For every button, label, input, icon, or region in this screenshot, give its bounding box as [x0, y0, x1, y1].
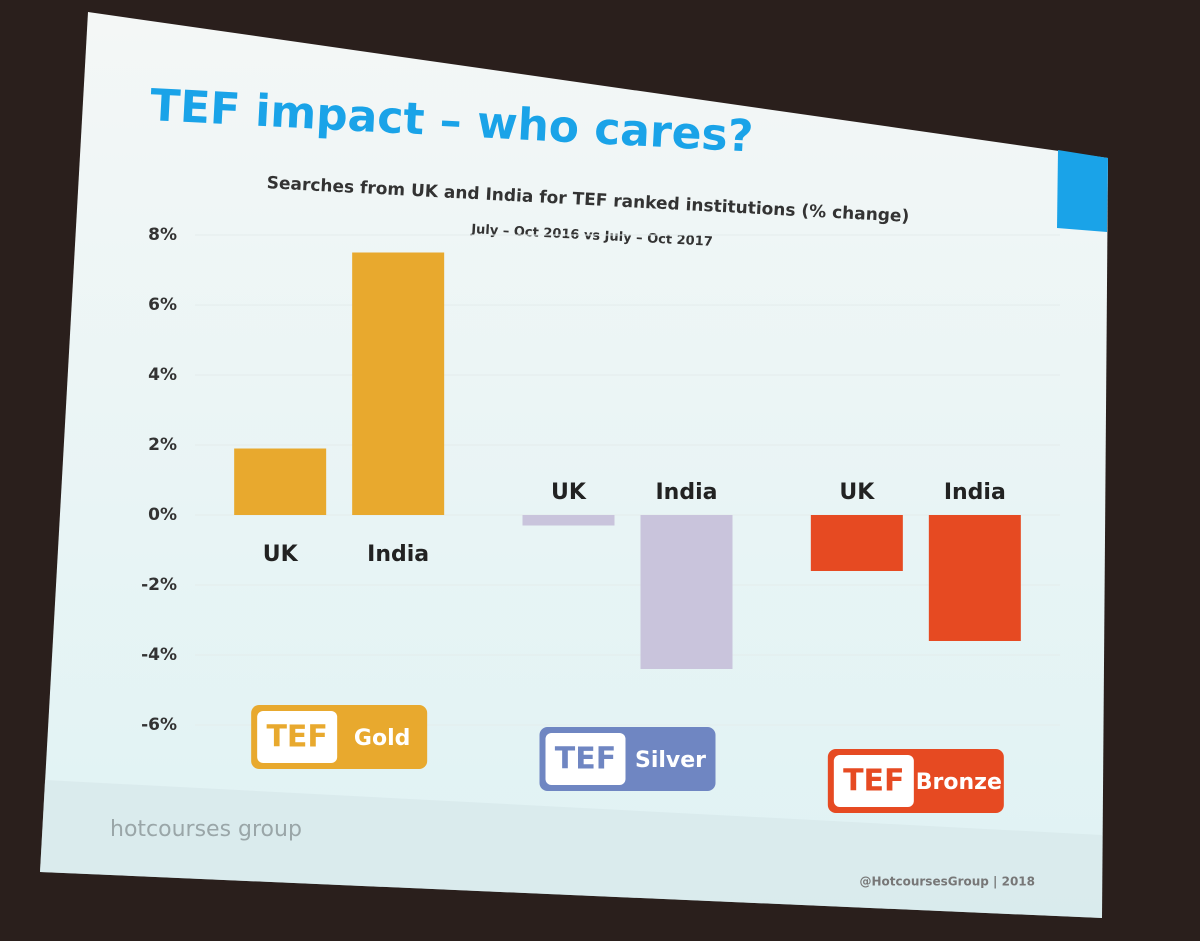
bar — [640, 515, 733, 669]
brand-logo: hotcourses group — [110, 817, 302, 842]
x-tick-label: UK — [263, 542, 299, 567]
footer-credit: @HotcoursesGroup | 2018 — [859, 875, 1035, 889]
x-tick-label: UK — [839, 480, 875, 505]
badge-inner — [257, 711, 338, 763]
slide — [40, 12, 1108, 918]
y-tick-label: 8% — [148, 225, 177, 245]
bar — [928, 515, 1021, 641]
badge-inner — [545, 733, 626, 785]
x-tick-label: India — [944, 480, 1006, 505]
y-tick-label: -6% — [141, 715, 177, 735]
y-tick-label: -4% — [141, 645, 177, 665]
bar — [522, 515, 615, 526]
badge-tier: Silver — [635, 748, 706, 773]
x-tick-label: India — [367, 542, 429, 567]
badge-tef: TEF — [555, 742, 616, 777]
x-tick-label: UK — [551, 480, 587, 505]
badge-tier: Gold — [354, 726, 410, 751]
y-tick-label: 2% — [148, 435, 177, 455]
y-tick-label: 4% — [148, 365, 177, 385]
y-tick-label: 0% — [148, 505, 177, 525]
y-tick-label: 6% — [148, 295, 177, 315]
corner-accent — [1057, 150, 1108, 232]
bar — [234, 448, 327, 515]
x-tick-label: India — [656, 480, 718, 505]
badge-tef: TEF — [266, 720, 327, 755]
y-tick-label: -2% — [141, 575, 177, 595]
badge-inner — [833, 755, 914, 807]
footer-band — [40, 780, 1102, 918]
bar — [810, 515, 903, 571]
badge-tier: Bronze — [916, 770, 1002, 795]
bar — [352, 252, 445, 515]
badge-tef: TEF — [843, 764, 904, 799]
